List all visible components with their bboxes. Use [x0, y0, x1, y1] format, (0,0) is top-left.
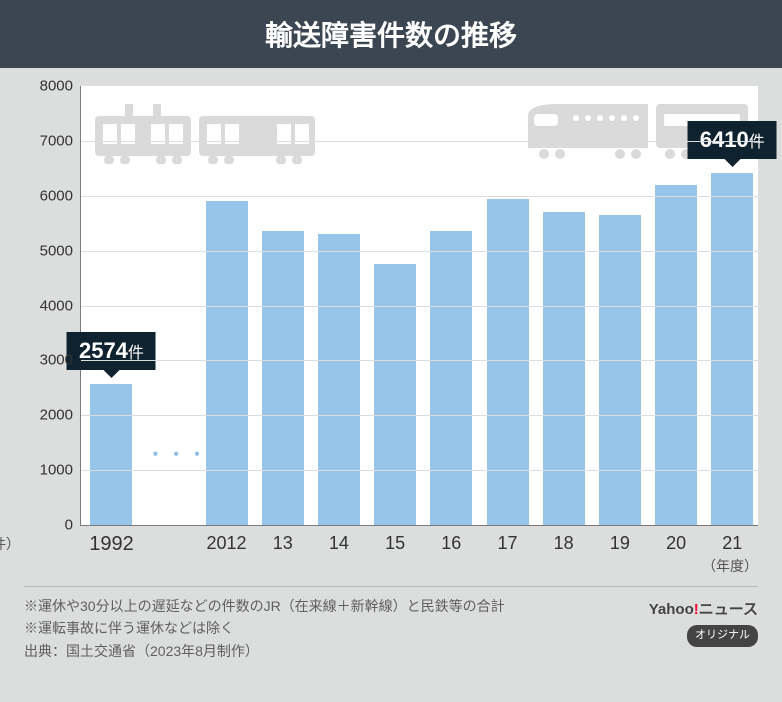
bar: [90, 384, 132, 525]
footer: ※運休や30分以上の遅延などの件数のJR（在来線＋新幹線）と民鉄等の合計 ※運転…: [24, 586, 758, 662]
original-badge: オリジナル: [687, 625, 758, 647]
bar: [599, 215, 641, 525]
y-tick-label: 2000: [25, 407, 73, 424]
x-tick-label: 21: [722, 533, 742, 554]
gridline: [81, 141, 758, 142]
chart-wrap: ● ● ●2574件6410件 010002000300040005000600…: [24, 86, 758, 526]
x-axis-unit: （年度）: [702, 556, 758, 576]
y-tick-label: 8000: [25, 78, 73, 95]
y-tick-label: 0: [25, 517, 73, 534]
x-tick-label: 17: [497, 533, 517, 554]
bar: [262, 231, 304, 525]
bar: [318, 234, 360, 525]
gridline: [81, 196, 758, 197]
gridline: [81, 306, 758, 307]
x-tick-label: 20: [666, 533, 686, 554]
y-tick-label: 6000: [25, 187, 73, 204]
x-tick-label: 1992: [89, 533, 134, 556]
bar: [711, 173, 753, 525]
brand-block: Yahoo!ニュース オリジナル: [649, 598, 758, 647]
x-tick-label: 2012: [207, 533, 247, 554]
brand-label: Yahoo!ニュース: [649, 598, 758, 622]
chart-container: 輸送障害件数の推移: [0, 0, 782, 702]
gridline: [81, 251, 758, 252]
bar: [543, 212, 585, 525]
x-tick-label: 13: [273, 533, 293, 554]
y-tick-label: 3000: [25, 352, 73, 369]
bar: [487, 199, 529, 526]
y-tick-label: 5000: [25, 242, 73, 259]
x-tick-label: 16: [441, 533, 461, 554]
y-axis-unit: （件）: [0, 534, 20, 554]
x-tick-label: 14: [329, 533, 349, 554]
x-tick-label: 15: [385, 533, 405, 554]
ellipsis-icon: ● ● ●: [152, 448, 206, 459]
x-tick-label: 19: [610, 533, 630, 554]
y-tick-label: 4000: [25, 297, 73, 314]
plot-area: ● ● ●2574件6410件 010002000300040005000600…: [80, 86, 758, 526]
x-tick-label: 18: [554, 533, 574, 554]
gridline: [81, 415, 758, 416]
gridline: [81, 470, 758, 471]
y-tick-label: 7000: [25, 132, 73, 149]
footer-divider: [24, 586, 758, 587]
gridline: [81, 360, 758, 361]
y-tick-label: 1000: [25, 462, 73, 479]
chart-title: 輸送障害件数の推移: [0, 0, 782, 68]
bar: [374, 264, 416, 525]
bar: [655, 185, 697, 525]
callout-label: 2574件: [67, 332, 156, 370]
bar: [430, 231, 472, 525]
